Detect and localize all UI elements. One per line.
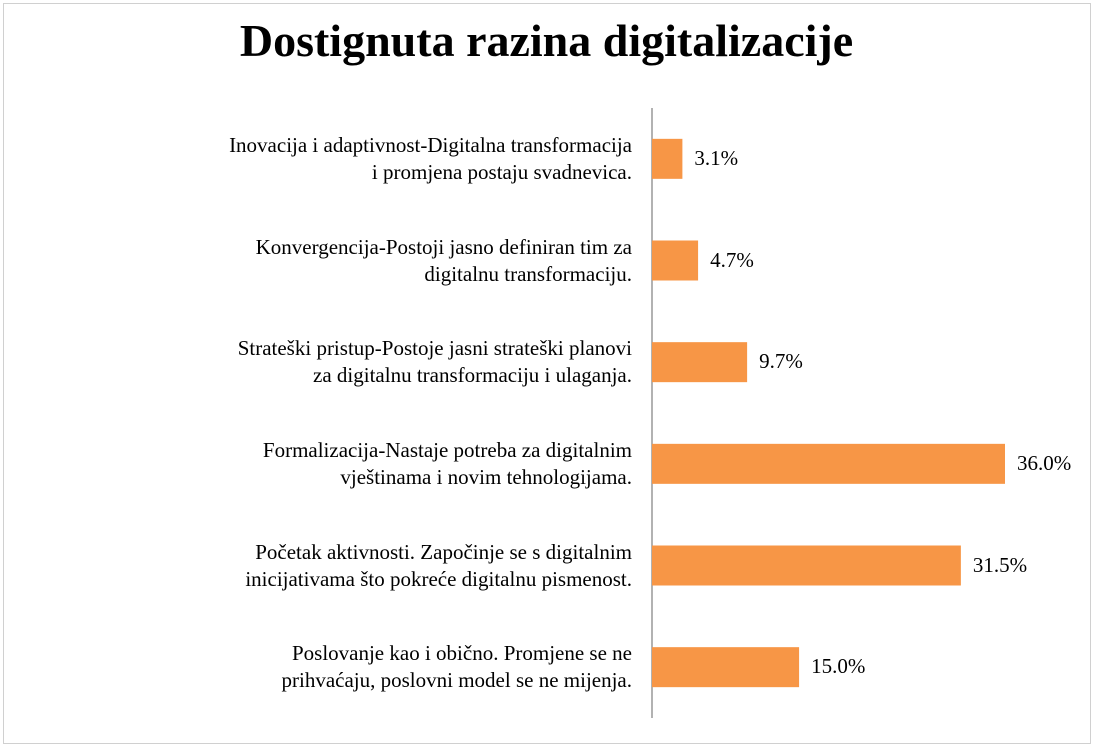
value-label: 3.1% [694, 145, 739, 170]
bar [652, 443, 1005, 484]
bar [652, 240, 699, 281]
y-tick-label: Poslovanje kao i obično. Promjene se ne … [281, 641, 633, 693]
bar [652, 342, 748, 383]
value-label: 9.7% [759, 349, 803, 374]
y-tick-label: Formalizacija-Nastaje potreba za digital… [262, 437, 632, 489]
chart-title: Dostignuta razina digitalizacije [239, 15, 854, 66]
bar [652, 545, 961, 586]
y-tick-label: Početak aktivnosti. Započinje se s digit… [245, 539, 632, 591]
y-tick-label: Inovacija i adaptivnost-Digitalna transf… [229, 132, 632, 184]
value-label: 4.7% [710, 247, 754, 272]
bar [652, 138, 683, 179]
bar [652, 647, 800, 688]
value-label: 36.0% [1017, 450, 1072, 475]
y-tick-label: Konvergencija-Postoji jasno definiran ti… [255, 234, 632, 286]
value-label: 31.5% [972, 552, 1028, 577]
value-label: 15.0% [811, 654, 866, 679]
y-tick-label: Strateški pristup-Postoje jasni stratešk… [237, 336, 632, 388]
